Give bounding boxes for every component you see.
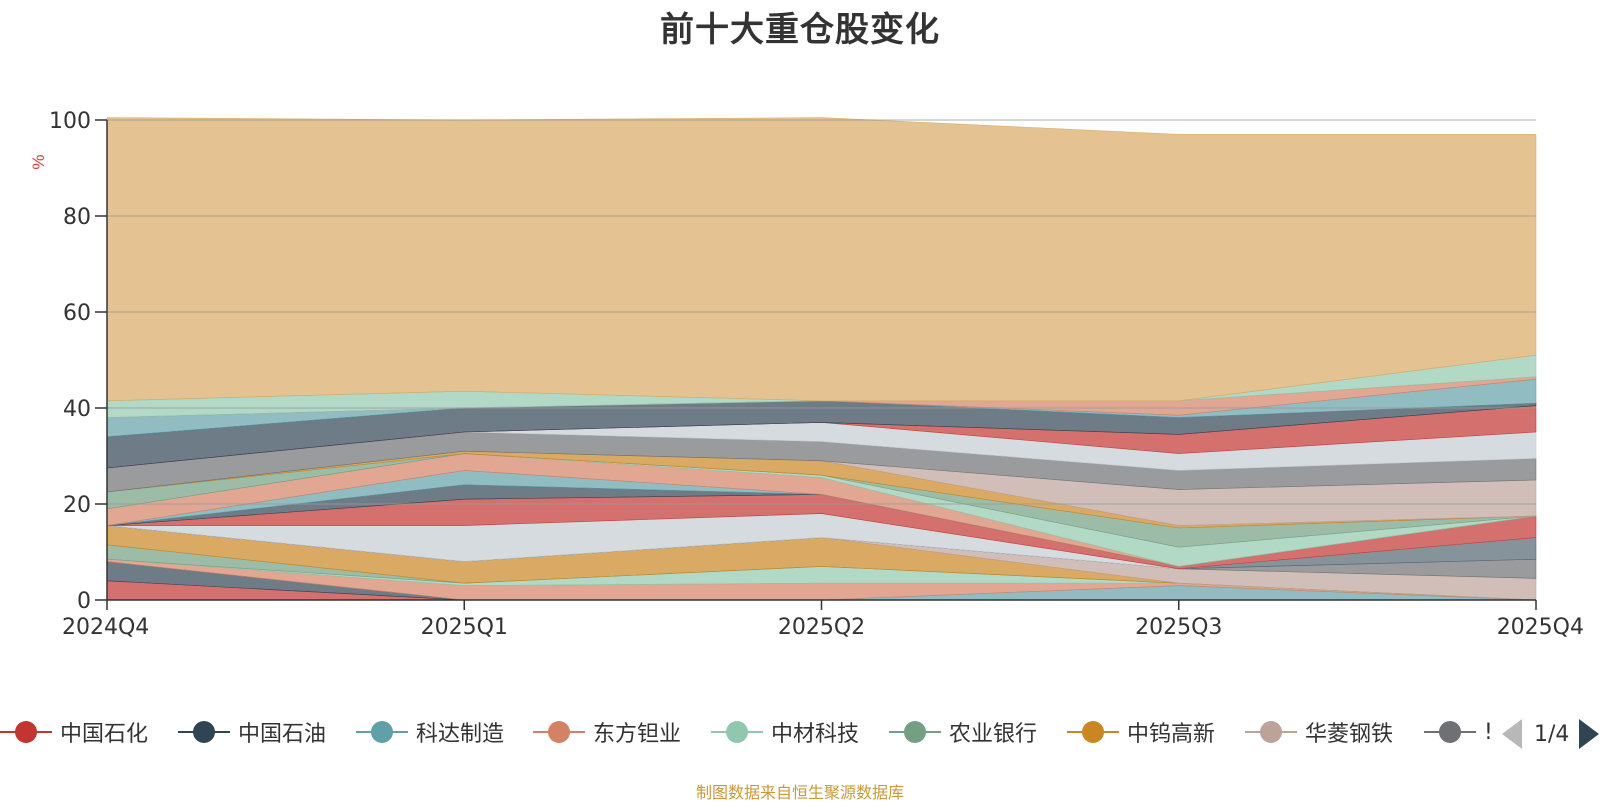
legend-item[interactable]: 东方钽业	[533, 712, 681, 752]
legend-marker-icon	[889, 712, 941, 752]
legend-next-page-icon[interactable]	[1579, 719, 1600, 749]
legend-marker-icon	[178, 712, 230, 752]
legend-marker-icon	[711, 712, 763, 752]
x-tick-label: 2025Q4	[1497, 615, 1584, 640]
grid-layer	[107, 119, 1536, 505]
x-tick-label: 2025Q2	[778, 615, 865, 640]
legend-item[interactable]: 中国石化	[0, 712, 148, 752]
legend-marker-icon	[0, 712, 52, 752]
legend-label: 农业银行	[949, 722, 1038, 747]
area-series-26	[106, 117, 1537, 402]
legend-label: 中材科技	[771, 722, 860, 747]
legend-marker-icon	[1424, 712, 1476, 752]
legend-marker-icon	[1067, 712, 1119, 752]
legend-item[interactable]: 中材科技	[711, 712, 859, 752]
chart-title: 前十大重仓股变化	[660, 10, 940, 50]
legend-marker-icon	[1245, 712, 1297, 752]
legend-item[interactable]: 农业银行	[889, 712, 1037, 752]
legend-item[interactable]: 中国石油	[178, 712, 326, 752]
x-tick-label: 2025Q3	[1135, 615, 1222, 640]
legend-label: 科达制造	[416, 722, 505, 747]
legend-marker-icon	[356, 712, 408, 752]
data-source-note: 制图数据来自恒生聚源数据库	[695, 783, 904, 802]
legend-item[interactable]: 科达制造	[356, 712, 504, 752]
area-layer	[106, 117, 1537, 601]
y-tick-label: 80	[63, 205, 91, 230]
legend-label: 中钨高新	[1127, 722, 1216, 747]
chart-legend: 中国石化 中国石油 科达制造 东方钽业 中材科技 农业银行 中钨高新 华菱钢铁!	[0, 712, 1600, 752]
y-tick-label: 20	[63, 493, 91, 518]
legend-label: 东方钽业	[593, 722, 682, 747]
y-axis-unit-label: %	[29, 154, 48, 169]
x-tick-label: 2024Q4	[62, 615, 149, 640]
legend-item[interactable]: !	[1424, 712, 1493, 752]
legend-item[interactable]: 华菱钢铁	[1245, 712, 1393, 752]
y-tick-label: 40	[63, 397, 91, 422]
legend-marker-icon	[533, 712, 585, 752]
y-tick-label: 100	[49, 109, 91, 134]
y-tick-label: 60	[63, 301, 91, 326]
legend-page-indicator: 1/4	[1534, 721, 1570, 747]
legend-label: 中国石化	[60, 722, 149, 747]
legend-item[interactable]: 中钨高新	[1067, 712, 1215, 752]
y-tick-label: 0	[77, 589, 91, 614]
x-tick-label: 2025Q1	[421, 615, 508, 640]
stacked-area-chart: 0 20 40 60 80 100 2024Q4 2025Q1 2025Q2 2025Q3 2025…	[29, 109, 1584, 640]
axis-layer: 0 20 40 60 80 100 2024Q4 2025Q1 2025Q2 2025Q3 2025…	[49, 109, 1584, 640]
legend-label: !	[1484, 719, 1493, 745]
legend-label: 华菱钢铁	[1305, 722, 1394, 747]
legend-label: 中国石油	[238, 722, 327, 747]
legend-prev-page-icon[interactable]	[1502, 719, 1522, 749]
legend-pager: 1/4	[1500, 716, 1600, 752]
